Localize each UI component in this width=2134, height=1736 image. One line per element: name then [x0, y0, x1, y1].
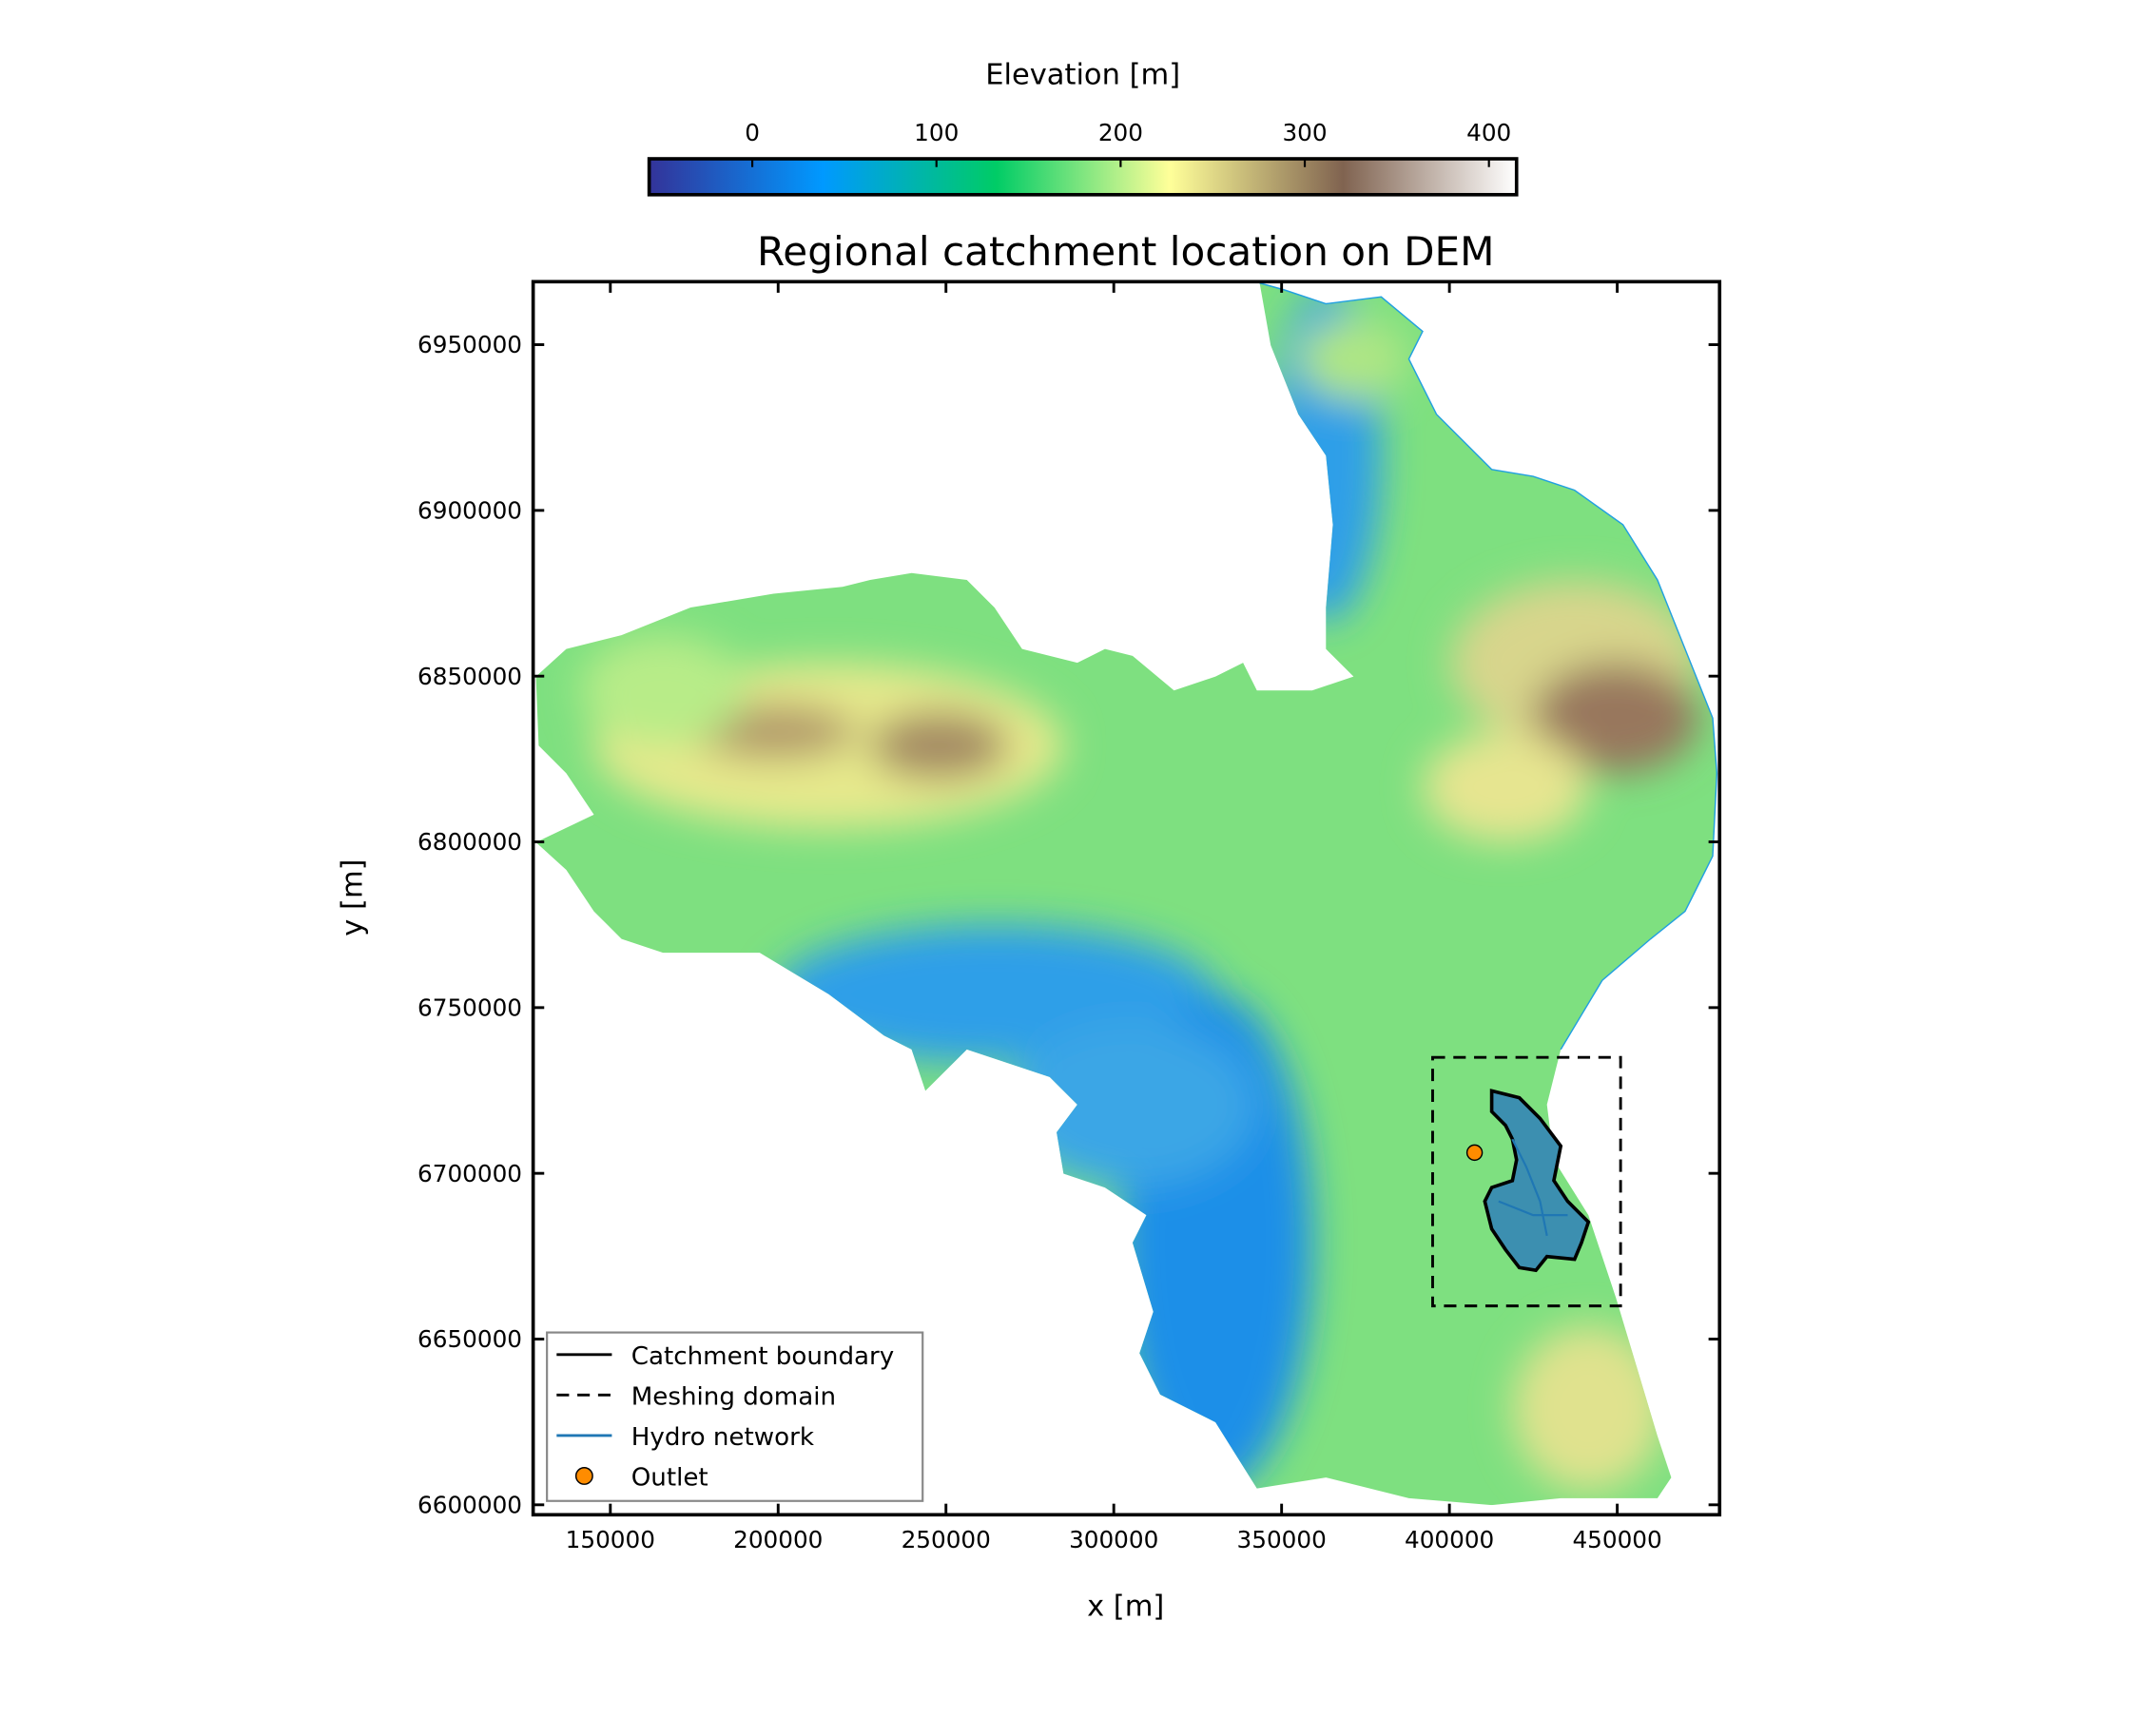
colorbar-tick-label: 300 — [1282, 119, 1327, 146]
meshing-domain — [1431, 1055, 1622, 1308]
x-tick-label: 450000 — [1572, 1526, 1661, 1553]
colorbar-tick-label: 400 — [1466, 119, 1511, 146]
y-tick-label: 6900000 — [417, 497, 522, 525]
x-tick-label: 350000 — [1237, 1526, 1327, 1553]
y-tick-label: 6700000 — [417, 1160, 522, 1187]
chart-layer: 150000 200000 250000 300000 350000 400000 4500… — [417, 281, 1720, 1553]
axes-frame — [531, 280, 1722, 1517]
y-tick-label: 6850000 — [417, 663, 522, 690]
coast — [1259, 282, 1718, 1051]
catchment-boundary — [1483, 1089, 1591, 1273]
y-tick-label: 6600000 — [417, 1492, 522, 1519]
plot-root: 150000 200000 250000 300000 350000 400000 4500… — [337, 59, 1722, 1623]
colorbar-tick-label: 100 — [914, 119, 959, 146]
x-tick-label: 250000 — [902, 1526, 991, 1553]
y-tick-label: 6650000 — [417, 1325, 522, 1353]
legend-label: Outlet — [631, 1464, 708, 1493]
colorbar-tick-label: 0 — [745, 119, 760, 146]
colorbar-label: Elevation [m] — [985, 59, 1180, 92]
x-tick-label: 300000 — [1069, 1526, 1158, 1553]
y-axis-label: y [m] — [337, 858, 370, 936]
outlet — [1465, 1144, 1484, 1162]
x-tick-label: 200000 — [733, 1526, 823, 1553]
y-tick-label: 6950000 — [417, 331, 522, 358]
colorbar-tick-label: 200 — [1098, 119, 1143, 146]
colorbar — [647, 157, 1519, 197]
x-axis-label: x [m] — [1087, 1590, 1164, 1623]
y-tick-label: 6750000 — [417, 994, 522, 1022]
y-tick-label: 6800000 — [417, 828, 522, 856]
legend-label: Meshing domain — [631, 1383, 836, 1412]
legend-label: Catchment boundary — [631, 1342, 895, 1371]
legend-label: Hydro network — [631, 1423, 815, 1452]
legend — [546, 1331, 924, 1502]
x-tick-label: 150000 — [566, 1526, 655, 1553]
chart-title: Regional catchment location on DEM — [757, 228, 1495, 275]
x-tick-label: 400000 — [1405, 1526, 1494, 1553]
legend-marker — [574, 1467, 593, 1485]
hydro-network — [1498, 1138, 1568, 1237]
